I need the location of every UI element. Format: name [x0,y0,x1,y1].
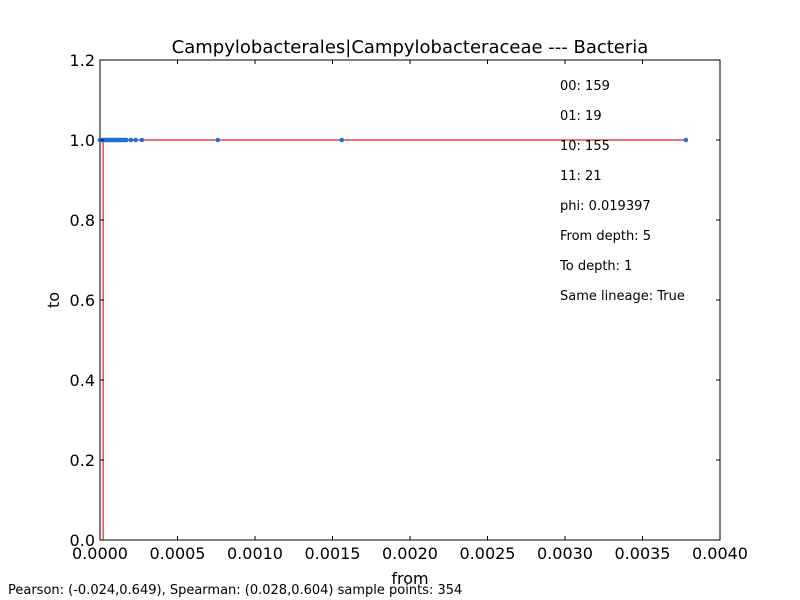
x-tick-label: 0.0035 [615,544,671,563]
x-tick-label: 0.0005 [150,544,206,563]
x-tick-label: 0.0000 [72,544,128,563]
data-point [128,137,134,143]
y-tick-label: 1.2 [70,51,95,70]
y-tick-label: 0.8 [70,211,95,230]
x-axis-label: from [391,569,428,588]
y-axis-label: to [44,292,63,308]
x-tick-label: 0.0040 [692,544,748,563]
stats-annotation: 11: 21 [560,169,602,184]
data-point [139,137,145,143]
y-tick-label: 0.2 [70,451,95,470]
stats-annotation: Same lineage: True [560,289,685,304]
y-tick-label: 0.6 [70,291,95,310]
fit-lines [100,139,686,540]
stats-annotation: 00: 159 [560,79,610,94]
stats-annotation: 01: 19 [560,109,602,124]
stats-annotation: From depth: 5 [560,229,651,244]
data-point [683,137,689,143]
stats-annotation: phi: 0.019397 [560,199,651,214]
y-tick-label: 1.0 [70,131,95,150]
data-point [124,137,129,143]
footer-stats: Pearson: (-0.024,0.649), Spearman: (0.02… [8,583,462,598]
axis-ticks: 0.0000 0.0005 0.0010 0.0015 0.0020 0.0025 0.00… [70,51,748,563]
x-tick-label: 0.0025 [460,544,516,563]
data-point [339,137,345,143]
y-tick-label: 0.4 [70,371,95,390]
stats-annotations: 00: 159 01: 19 10: 155 11: 21 phi: 0.019397 F… [559,79,685,304]
stats-annotation: 10: 155 [560,139,610,154]
x-tick-label: 0.0015 [305,544,361,563]
data-point [133,137,138,143]
chart-title: Campylobacterales|Campylobacteraceae ---… [172,37,649,58]
stats-annotation: To depth: 1 [559,259,632,274]
data-point [215,137,221,143]
x-tick-label: 0.0020 [382,544,438,563]
x-tick-label: 0.0010 [227,544,283,563]
x-tick-label: 0.0030 [537,544,593,563]
y-tick-label: 0.0 [70,531,95,550]
